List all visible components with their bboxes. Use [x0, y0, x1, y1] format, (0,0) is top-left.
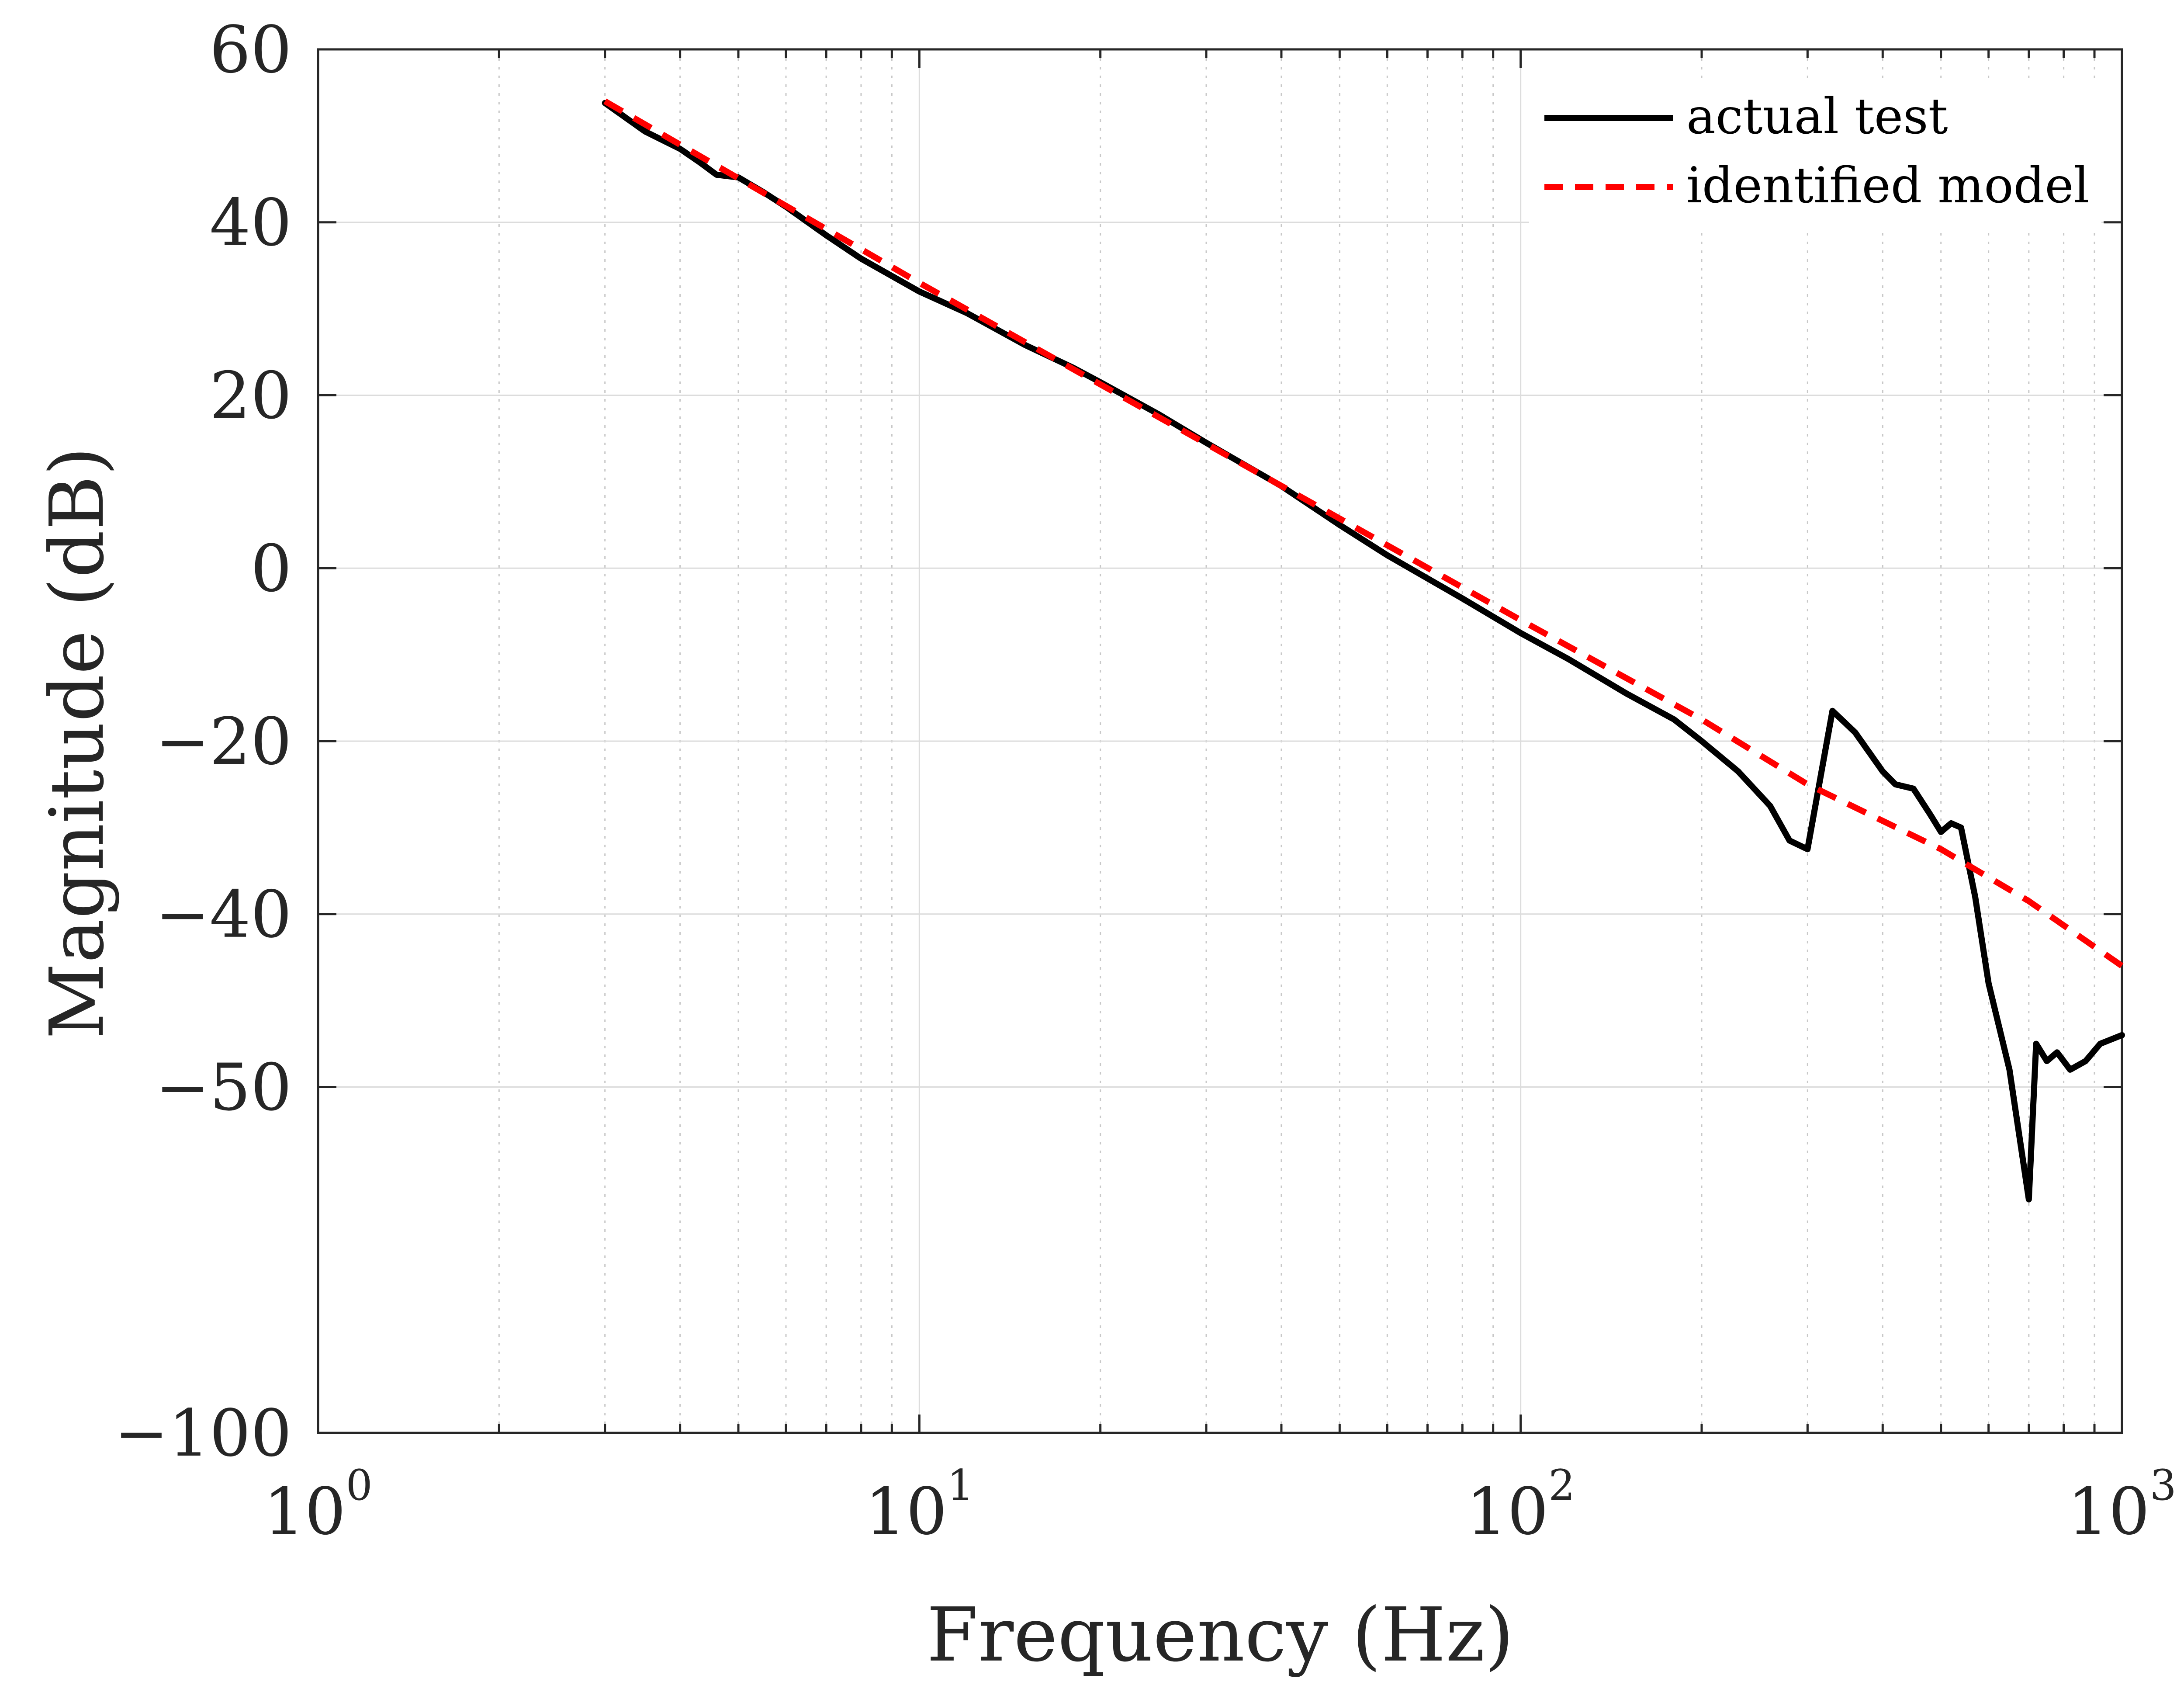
x-axis-title: Frequency (Hz) — [927, 1592, 1514, 1678]
y-axis-title: Magnitude (dB) — [34, 447, 121, 1039]
series-layer — [602, 98, 2125, 1203]
axis-ticks: 100 101 102 103 60 40 20 0 −20 −40 −50 −100 — [114, 12, 2177, 1549]
y-tick-label: −20 — [156, 704, 292, 779]
legend-label-identified-model: identified model — [1686, 157, 2089, 214]
y-tick-label: −40 — [156, 877, 292, 952]
legend: actual test identified model — [1529, 83, 2101, 227]
x-tick-label: 101 — [865, 1461, 974, 1549]
series-line-actual-test — [602, 100, 2125, 1203]
y-tick-label: −50 — [156, 1050, 292, 1125]
x-tick-label: 103 — [2067, 1461, 2176, 1549]
y-tick-label: −100 — [114, 1396, 292, 1471]
x-tick-label: 100 — [263, 1461, 372, 1549]
y-tick-label: 40 — [210, 185, 292, 260]
legend-box — [1529, 83, 2101, 227]
y-tick-label: 0 — [251, 531, 292, 606]
series-line-identified-model — [603, 98, 2124, 969]
y-tick-label: 60 — [210, 12, 292, 87]
legend-label-actual-test: actual test — [1686, 88, 1948, 145]
y-tick-label: 20 — [210, 358, 292, 433]
x-tick-label: 102 — [1466, 1461, 1575, 1549]
